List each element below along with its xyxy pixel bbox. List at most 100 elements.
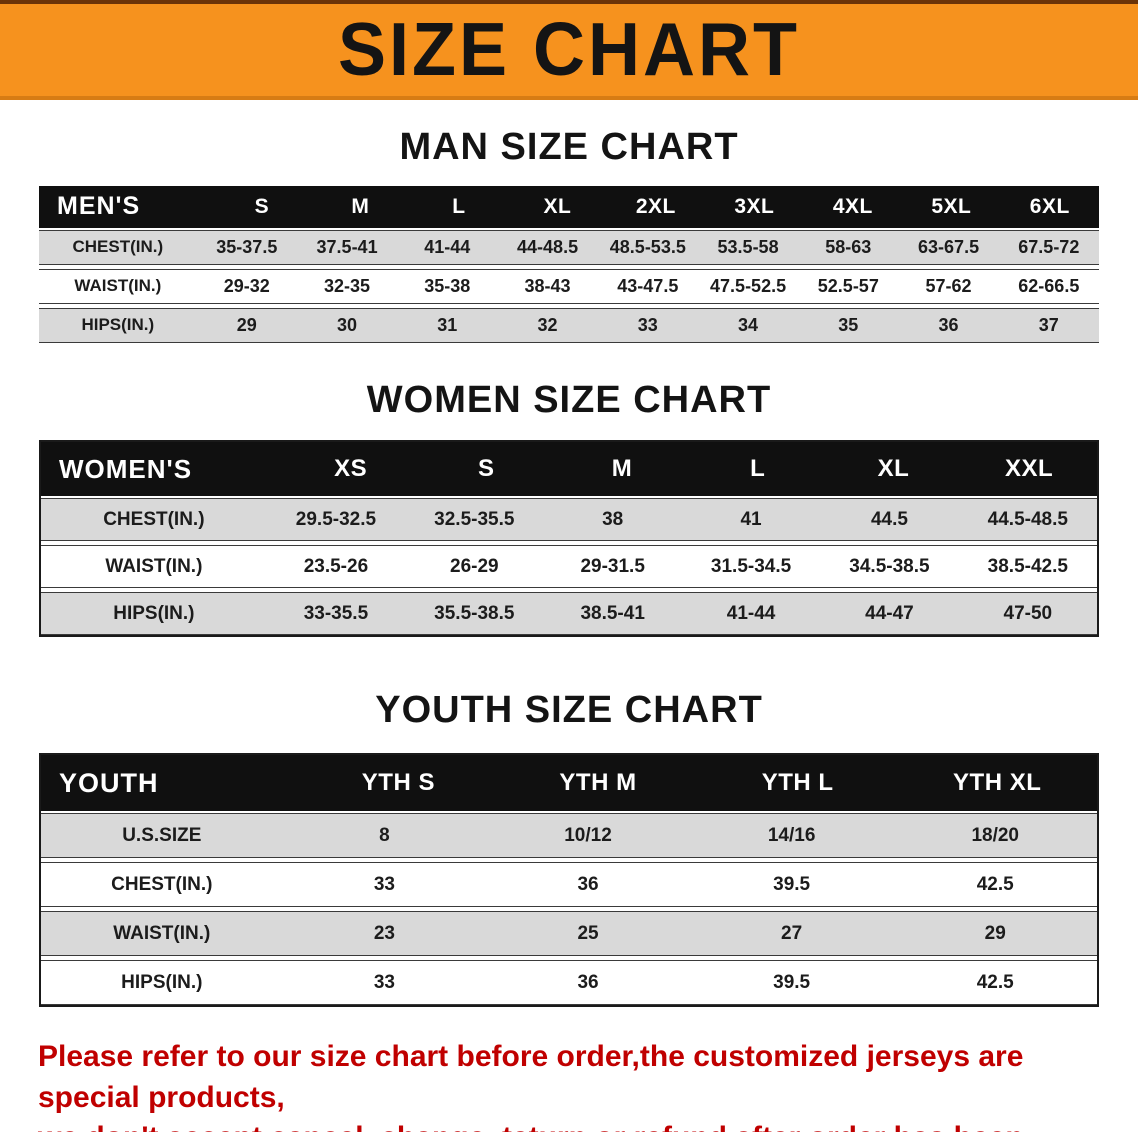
cell-value: 36 bbox=[577, 873, 599, 895]
cell-value: 38.5-41 bbox=[580, 602, 645, 624]
cell-value: 48.5-53.5 bbox=[609, 236, 686, 257]
table-row: WAIST(IN.) 23.5-26 26-29 29-31.5 31.5-34.5 34… bbox=[41, 545, 1097, 589]
cell-value: 33-35.5 bbox=[303, 602, 369, 624]
table-row: HIPS(IN.) 29 30 31 32 33 34 35 36 37 bbox=[39, 307, 1099, 343]
column-header: 4XL bbox=[832, 194, 873, 218]
table-row: CHEST(IN.) 33 36 39.5 42.5 bbox=[41, 862, 1097, 908]
cell-value: 57-62 bbox=[925, 275, 972, 296]
table-row: CHEST(IN.) 29.5-32.5 32.5-35.5 38 41 44.5 44.5… bbox=[41, 498, 1097, 542]
table-header-row: MEN'S S M L XL 2XL 3XL 4XL 5XL 6XL bbox=[39, 185, 1099, 228]
cell-value: 33 bbox=[373, 873, 395, 895]
row-label: WAIST(IN.) bbox=[113, 922, 211, 944]
cell-value: 29.5-32.5 bbox=[295, 508, 377, 530]
women-size-table: WOMEN'S XS S M L XL XXL CHEST(IN.) 29.5-32.5 32.5… bbox=[39, 440, 1099, 638]
cell-value: 27 bbox=[781, 922, 803, 944]
cell-value: 29 bbox=[236, 314, 257, 335]
cell-value: 33 bbox=[637, 314, 658, 335]
cell-value: 38.5-42.5 bbox=[987, 555, 1068, 577]
cell-value: 62-66.5 bbox=[1018, 275, 1080, 296]
cell-value: 31 bbox=[437, 314, 458, 335]
table-row: HIPS(IN.) 33 36 39.5 42.5 bbox=[41, 960, 1097, 1006]
column-header: L bbox=[750, 455, 766, 483]
cell-value: 26-29 bbox=[450, 555, 499, 577]
youth-size-section: YOUTH SIZE CHART YOUTH YTH S YTH M YTH L YTH… bbox=[0, 689, 1138, 1008]
cell-value: 44-47 bbox=[865, 602, 914, 624]
column-header: XL bbox=[877, 455, 910, 483]
column-header: L bbox=[452, 194, 466, 218]
column-header: YTH L bbox=[761, 769, 834, 797]
cell-value: 34 bbox=[738, 314, 759, 335]
cell-value: 23.5-26 bbox=[303, 555, 369, 577]
cell-value: 29 bbox=[984, 922, 1006, 944]
row-label: HIPS(IN.) bbox=[81, 315, 155, 335]
cell-value: 67.5-72 bbox=[1018, 236, 1080, 257]
cell-value: 25 bbox=[577, 922, 599, 944]
cell-value: 29-31.5 bbox=[580, 555, 645, 577]
table-header-row: WOMEN'S XS S M L XL XXL bbox=[41, 442, 1097, 497]
column-header: 6XL bbox=[1029, 194, 1070, 218]
cell-value: 31.5-34.5 bbox=[710, 555, 792, 577]
cell-value: 36 bbox=[938, 314, 959, 335]
cell-value: 10/12 bbox=[564, 824, 612, 846]
table-row: U.S.SIZE 8 10/12 14/16 18/20 bbox=[41, 813, 1097, 859]
table-row: WAIST(IN.) 23 25 27 29 bbox=[41, 911, 1097, 957]
youth-size-table: YOUTH YTH S YTH M YTH L YTH XL U.S.SIZE 8 10/12… bbox=[39, 753, 1099, 1008]
cell-value: 38 bbox=[602, 508, 624, 530]
table-header-row: YOUTH YTH S YTH M YTH L YTH XL bbox=[41, 755, 1097, 812]
column-header: 5XL bbox=[931, 194, 972, 218]
cell-value: 42.5 bbox=[976, 873, 1014, 895]
cell-value: 35-38 bbox=[424, 275, 471, 296]
table-row: CHEST(IN.) 35-37.5 37.5-41 41-44 44-48.5 48.5… bbox=[39, 229, 1099, 265]
cell-value: 29-32 bbox=[223, 275, 270, 296]
row-label: HIPS(IN.) bbox=[121, 971, 203, 993]
cell-value: 33 bbox=[373, 971, 395, 993]
cell-value: 37 bbox=[1038, 314, 1059, 335]
cell-value: 44.5 bbox=[870, 508, 908, 530]
men-size-section: MAN SIZE CHART MEN'S S M L XL 2XL 3XL 4XL 5XL 6XL… bbox=[0, 126, 1138, 343]
cell-value: 36 bbox=[577, 971, 599, 993]
cell-value: 53.5-58 bbox=[717, 236, 779, 257]
column-header: XS bbox=[334, 455, 368, 483]
cell-value: 35.5-38.5 bbox=[434, 602, 515, 624]
column-header: S bbox=[478, 455, 495, 483]
cell-value: 58-63 bbox=[825, 236, 872, 257]
row-label: CHEST(IN.) bbox=[111, 873, 213, 895]
column-header: M bbox=[611, 455, 633, 483]
youth-section-heading: YOUTH SIZE CHART bbox=[375, 689, 763, 732]
column-header: S bbox=[254, 194, 270, 218]
column-header: YTH XL bbox=[953, 769, 1042, 797]
banner: SIZE CHART bbox=[0, 0, 1138, 100]
row-label: CHEST(IN.) bbox=[72, 237, 164, 257]
row-label: U.S.SIZE bbox=[122, 824, 202, 846]
cell-value: 32 bbox=[537, 314, 558, 335]
page-title: SIZE CHART bbox=[338, 8, 800, 93]
column-header: XXL bbox=[1005, 455, 1054, 483]
cell-value: 42.5 bbox=[976, 971, 1014, 993]
cell-value: 18/20 bbox=[971, 824, 1019, 846]
cell-value: 32-35 bbox=[324, 275, 371, 296]
cell-value: 35-37.5 bbox=[216, 236, 278, 257]
column-header: YTH M bbox=[559, 769, 637, 797]
cell-value: 43-47.5 bbox=[617, 275, 679, 296]
cell-value: 8 bbox=[379, 824, 390, 846]
column-header: XL bbox=[543, 194, 572, 218]
row-label: HIPS(IN.) bbox=[113, 602, 195, 624]
row-label: WAIST(IN.) bbox=[74, 276, 162, 296]
cell-value: 41-44 bbox=[726, 602, 776, 624]
cell-value: 44-48.5 bbox=[517, 236, 579, 257]
table-corner-label: MEN'S bbox=[57, 192, 141, 221]
cell-value: 35 bbox=[838, 314, 859, 335]
notice-line-2: we don't accept cancel, change, teturn o… bbox=[38, 1118, 1100, 1132]
cell-value: 37.5-41 bbox=[316, 236, 378, 257]
cell-value: 23 bbox=[373, 922, 395, 944]
column-header: YTH S bbox=[361, 769, 435, 797]
cell-value: 32.5-35.5 bbox=[434, 508, 515, 530]
cell-value: 44.5-48.5 bbox=[987, 508, 1068, 530]
cell-value: 41 bbox=[740, 508, 762, 530]
table-row: HIPS(IN.) 33-35.5 35.5-38.5 38.5-41 41-44 44-… bbox=[41, 592, 1097, 636]
cell-value: 38-43 bbox=[524, 275, 571, 296]
men-section-heading: MAN SIZE CHART bbox=[399, 126, 739, 168]
women-size-section: WOMEN SIZE CHART WOMEN'S XS S M L XL XXL CHEST(… bbox=[0, 379, 1138, 638]
row-label: CHEST(IN.) bbox=[103, 508, 205, 530]
table-corner-label: WOMEN'S bbox=[59, 453, 193, 484]
